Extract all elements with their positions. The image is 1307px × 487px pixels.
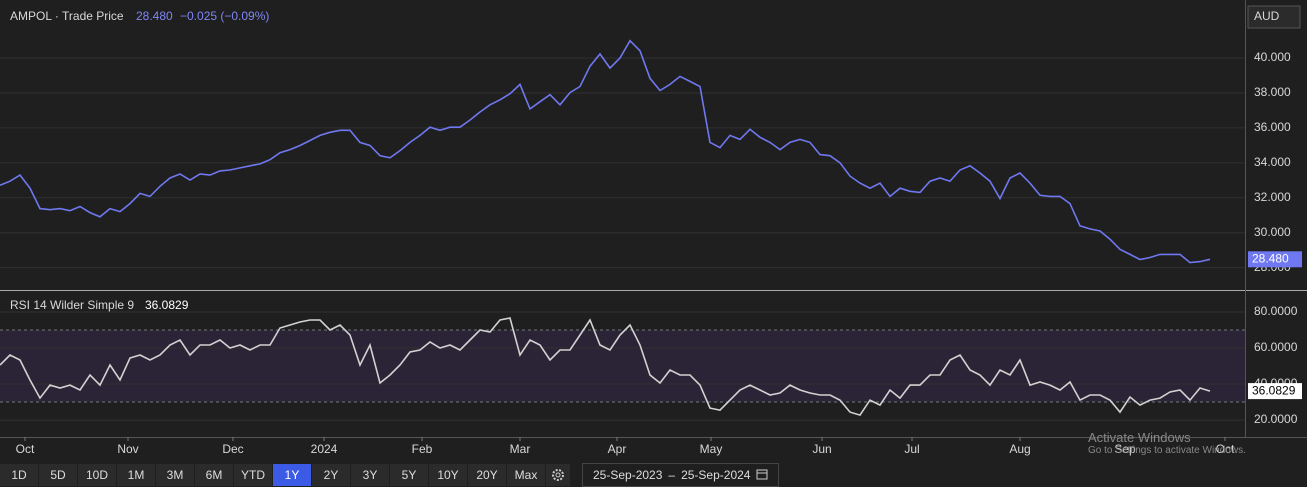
range-button[interactable]: 5Y (390, 464, 428, 486)
range-button[interactable]: 6M (195, 464, 233, 486)
toolbar: 1D 5D 10D 1M 3M 6M YTD 1Y 2Y 3Y 5Y 10Y 20Y Max 25-Sep-… (0, 463, 780, 487)
range-button[interactable]: 10D (78, 464, 116, 486)
x-tick-label: Jun (812, 442, 831, 456)
range-button[interactable]: Max (507, 464, 545, 486)
x-tick-label: Dec (222, 442, 243, 456)
series-line (0, 39, 1211, 264)
price-change: −0.025 (−0.09%) (180, 9, 269, 23)
range-button[interactable]: 10Y (429, 464, 467, 486)
range-button[interactable]: 3Y (351, 464, 389, 486)
rsi-value: 36.0829 (145, 298, 189, 312)
settings-button[interactable] (546, 464, 570, 486)
x-tick-label: Jul (904, 442, 919, 456)
x-tick-label: Apr (608, 442, 627, 456)
range-button[interactable]: 1Y (273, 464, 311, 486)
x-tick-label: Nov (117, 442, 138, 456)
range-button[interactable]: 1D (0, 464, 38, 486)
last-value-label: 36.0829 (1252, 383, 1296, 397)
range-button[interactable]: 5D (39, 464, 77, 486)
y-tick-label: 40.000 (1254, 50, 1291, 64)
last-value-flag (1248, 383, 1302, 400)
y-tick-label: 36.000 (1254, 120, 1291, 134)
range-button[interactable]: 20Y (468, 464, 506, 486)
y-tick-label: 30.000 (1254, 225, 1291, 239)
y-tick-label: 32.000 (1254, 190, 1291, 204)
currency-box[interactable] (1247, 5, 1301, 29)
range-button[interactable]: 2Y (312, 464, 350, 486)
series-line (0, 317, 1211, 417)
range-button[interactable]: 1M (117, 464, 155, 486)
date-separator: – (668, 468, 676, 482)
last-value-flag (1248, 251, 1302, 268)
calendar-icon[interactable] (756, 468, 768, 483)
y-tick-label: 34.000 (1254, 155, 1291, 169)
y-tick-label: 38.000 (1254, 85, 1291, 99)
watermark-title: Activate Windows (1088, 430, 1191, 445)
y-tick-label: 80.0000 (1254, 304, 1298, 318)
rsi-band (0, 330, 1245, 403)
x-tick-label: Feb (412, 442, 433, 456)
x-tick-label: Mar (510, 442, 531, 456)
y-tick-label: 60.0000 (1254, 340, 1298, 354)
rsi-title: RSI 14 Wilder Simple 9 (10, 298, 134, 312)
last-value-label: 28.480 (1252, 251, 1289, 265)
x-tick-label: Oct (16, 442, 35, 456)
x-tick-label: May (700, 442, 723, 456)
date-date_to: 25-Sep-2024 (681, 468, 751, 482)
currency[interactable]: AUD (1254, 9, 1280, 23)
x-tick-label: Aug (1009, 442, 1030, 456)
chart: AUD AMPOL · Trade Price 28.480 −0.025 (−… (0, 0, 1307, 456)
date-date_from: 25-Sep-2023 (593, 468, 663, 482)
y-tick-label: 20.0000 (1254, 412, 1298, 426)
range-button[interactable]: 3M (156, 464, 194, 486)
x-tick-label: 2024 (311, 442, 338, 456)
x-tick-label: Sep (1114, 442, 1136, 456)
date-range[interactable]: 25-Sep-2023–25-Sep-2024 (582, 463, 780, 487)
gear-icon (552, 469, 564, 481)
price-title: AMPOL · Trade Price (10, 9, 124, 23)
watermark: Activate Windows Go to Settings to activ… (1088, 430, 1246, 456)
range-button[interactable]: YTD (234, 464, 272, 486)
watermark-text: Go to Settings to activate Windows. (1088, 445, 1246, 456)
last-price: 28.480 (136, 9, 173, 23)
x-tick-label: Oct (1216, 442, 1235, 456)
